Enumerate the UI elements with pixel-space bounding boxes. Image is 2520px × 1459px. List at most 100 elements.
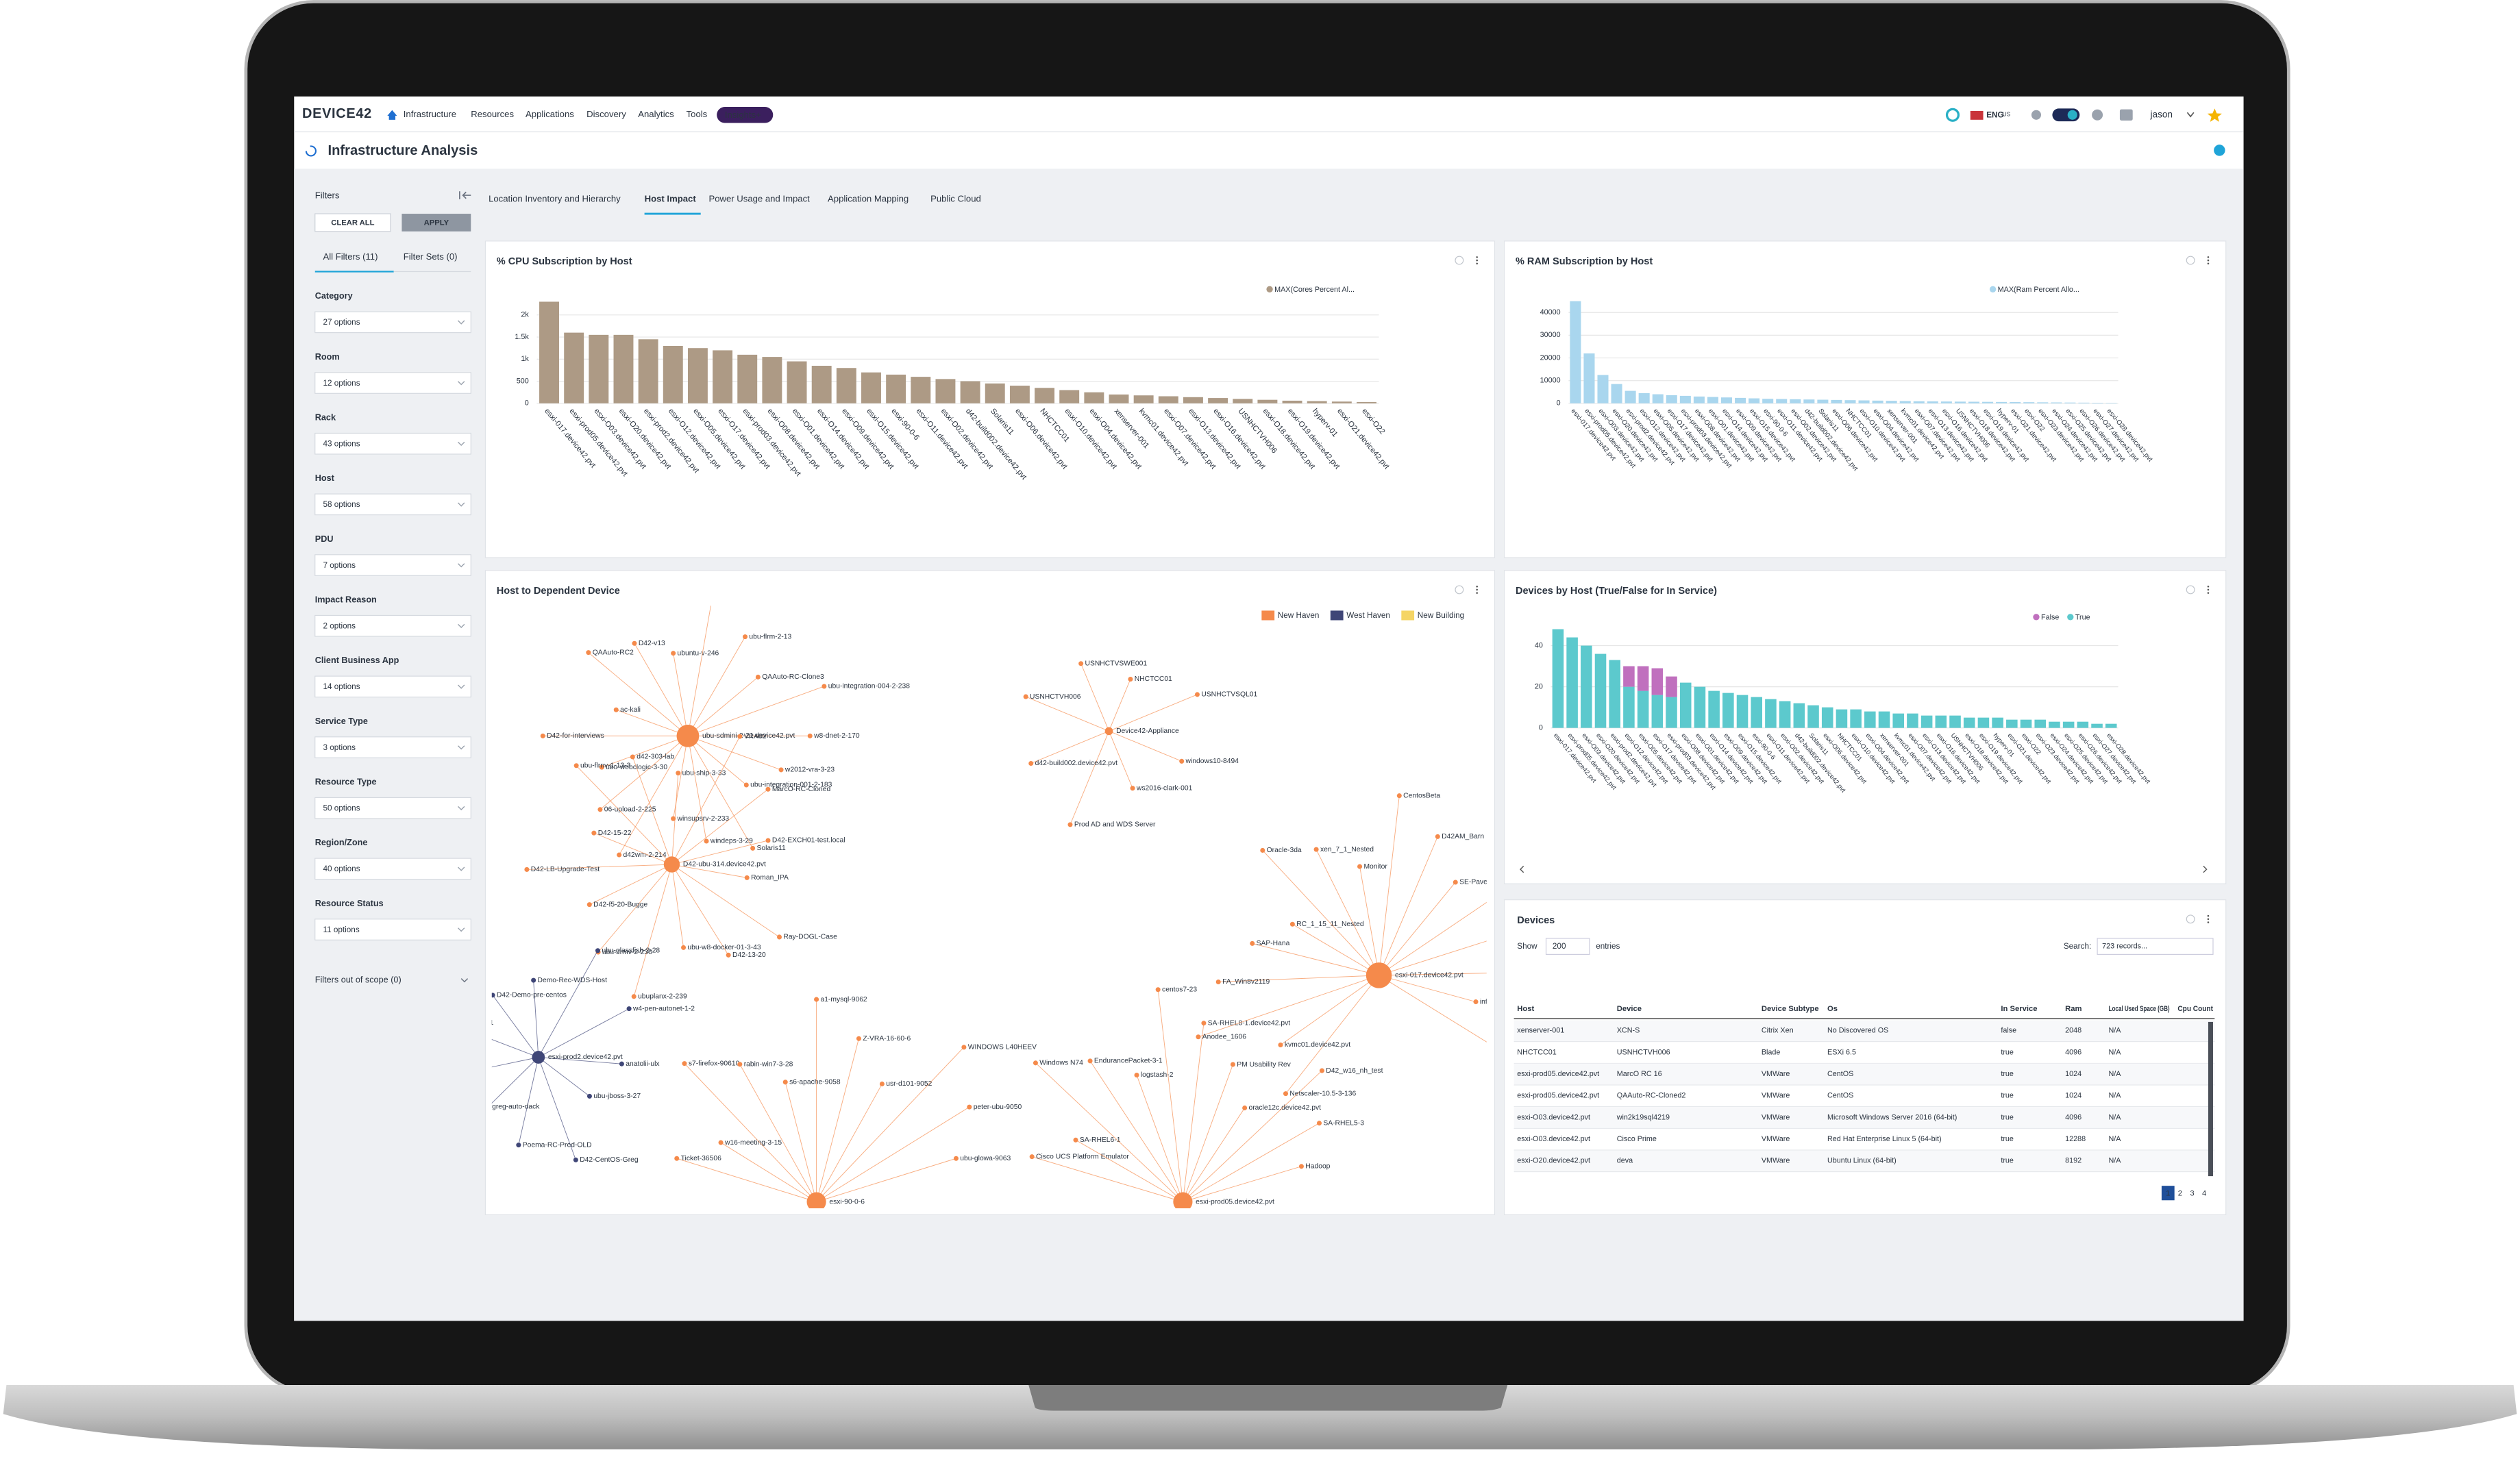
page-link[interactable]: 4	[2202, 1189, 2206, 1197]
graph-node[interactable]	[953, 1156, 959, 1161]
legend-label[interactable]: MAX(Cores Percent Al...	[1274, 286, 1355, 294]
graph-node[interactable]	[737, 1062, 743, 1067]
panel-menu-dot[interactable]	[1476, 259, 1478, 262]
nav-menu-item[interactable]: Applications	[526, 109, 574, 119]
graph-node[interactable]	[671, 651, 676, 656]
filter-select[interactable]	[314, 797, 471, 819]
graph-node[interactable]	[755, 674, 761, 679]
graph-hub[interactable]	[532, 1051, 545, 1064]
graph-node[interactable]	[619, 1061, 624, 1067]
filter-select[interactable]	[314, 372, 471, 394]
node-label[interactable]: D42AM_Barn	[1442, 833, 1484, 840]
graph-node[interactable]	[676, 771, 681, 776]
lang-label[interactable]: ENG	[1986, 111, 2003, 120]
node-label[interactable]: RC_1_15_11_Nested	[1296, 921, 1364, 928]
node-label[interactable]: D42-Demo-pre-centos	[497, 992, 567, 999]
node-label[interactable]: centos7-23	[1162, 986, 1197, 993]
node-label[interactable]: Oracle-3da	[1267, 847, 1302, 854]
graph-node[interactable]	[1278, 1043, 1283, 1048]
panel-menu-dot[interactable]	[1476, 262, 1478, 265]
graph-node[interactable]	[1201, 1021, 1207, 1026]
insights-pill[interactable]	[717, 107, 774, 123]
page-link[interactable]: 2	[2178, 1189, 2182, 1197]
graph-node[interactable]	[491, 993, 495, 998]
node-label[interactable]: D42-EXCH01-test.local	[772, 837, 845, 845]
column-header[interactable]: Device Subtype	[1762, 1005, 1819, 1013]
column-header[interactable]: Cpu Count	[2177, 1005, 2213, 1013]
node-label[interactable]: ubu-glowa-9063	[960, 1155, 1011, 1162]
node-label[interactable]: w4-pen-autonet-1-2	[632, 1005, 695, 1012]
hub-label[interactable]: esxi-prod2.device42.pvt	[548, 1053, 623, 1061]
node-label[interactable]: Windows N74	[1039, 1060, 1083, 1067]
nav-menu-item[interactable]: Analytics	[638, 109, 674, 119]
tab[interactable]: Location Inventory and Hierarchy	[489, 193, 621, 203]
graph-node[interactable]	[1073, 1137, 1078, 1143]
graph-hub[interactable]	[663, 856, 680, 873]
table-cell[interactable]: USNHCTVH006	[1617, 1048, 1670, 1056]
graph-node[interactable]	[1396, 793, 1402, 799]
filter-select[interactable]	[314, 675, 471, 698]
column-header[interactable]: Host	[1517, 1005, 1534, 1013]
node-label[interactable]: QAAuto-RC1	[452, 1019, 494, 1027]
graph-node[interactable]	[1435, 834, 1440, 839]
graph-node[interactable]	[1028, 760, 1034, 766]
entries-select[interactable]	[1545, 938, 1590, 955]
panel-filter-icon[interactable]	[2186, 585, 2195, 595]
page-link[interactable]: 3	[2190, 1189, 2194, 1197]
graph-hub[interactable]	[806, 1192, 826, 1212]
table-cell[interactable]: Cisco Prime	[1617, 1135, 1657, 1143]
node-label[interactable]: logstash-2	[1141, 1071, 1174, 1079]
nav-menu-item[interactable]: Discovery	[586, 109, 626, 119]
node-label[interactable]: w8-dnet-2-170	[813, 732, 860, 740]
graph-node[interactable]	[1473, 999, 1479, 1005]
node-label[interactable]: ubu-ship-3-33	[682, 769, 726, 777]
node-label[interactable]: ac-kali	[620, 706, 641, 714]
graph-node[interactable]	[1067, 822, 1073, 827]
node-label[interactable]: D42-for-interviews	[547, 732, 604, 740]
tab[interactable]: Application Mapping	[828, 193, 909, 203]
node-label[interactable]: usr-d101-9052	[886, 1080, 932, 1088]
node-label[interactable]: VRA02	[744, 733, 767, 740]
node-label[interactable]: ubu-integration-001-2-183	[750, 782, 832, 789]
tab[interactable]: Public Cloud	[930, 193, 981, 203]
hub-label[interactable]: ubu-sdmini-2-21.device42.pvt	[702, 732, 795, 740]
graph-node[interactable]	[531, 977, 536, 983]
hub-label[interactable]: esxi-017.device42.pvt	[1395, 972, 1463, 980]
node-label[interactable]: xen_7_1_Nested	[1320, 846, 1374, 853]
column-header[interactable]: In Service	[2001, 1005, 2037, 1013]
node-label[interactable]: MarcO-RC-Cloned	[772, 786, 831, 793]
node-label[interactable]: windows10-8494	[1185, 758, 1239, 765]
help-icon[interactable]	[2092, 109, 2103, 121]
filter-select[interactable]	[314, 554, 471, 576]
bell-icon[interactable]	[2031, 110, 2041, 120]
graph-node[interactable]	[814, 997, 819, 1002]
scroll-left[interactable]	[1520, 865, 1524, 873]
graph-node[interactable]	[737, 734, 743, 739]
graph-node[interactable]	[718, 1140, 724, 1145]
panel-menu-dot[interactable]	[2207, 921, 2210, 923]
hub-label[interactable]: esxi-prod05.device42.pvt	[1196, 1198, 1274, 1206]
table-cell[interactable]: MarcO RC 16	[1617, 1070, 1662, 1078]
graph-node[interactable]	[1155, 987, 1161, 993]
panel-filter-icon[interactable]	[1455, 585, 1464, 595]
column-header[interactable]: Device	[1617, 1005, 1642, 1013]
graph-node[interactable]	[671, 816, 676, 821]
graph-hub[interactable]	[1104, 727, 1113, 736]
legend-label[interactable]: West Haven	[1346, 611, 1390, 620]
node-label[interactable]: D42-v13	[639, 640, 665, 647]
panel-menu-dot[interactable]	[2207, 259, 2210, 262]
node-label[interactable]: greg-auto-dack	[492, 1103, 540, 1111]
panel-filter-icon[interactable]	[1455, 255, 1464, 265]
search-icon[interactable]	[1945, 108, 1960, 122]
node-label[interactable]: FA_Win8v2119	[1222, 978, 1270, 986]
node-label[interactable]: D42-f5-20-Bugge	[593, 901, 647, 908]
graph-node[interactable]	[879, 1081, 885, 1086]
graph-node[interactable]	[967, 1104, 972, 1110]
graph-node[interactable]	[1319, 1068, 1324, 1073]
graph-node[interactable]	[1230, 1062, 1235, 1067]
node-label[interactable]: w2012-vra-3-23	[785, 766, 835, 774]
node-label[interactable]: ubu-ifrmv-2-236	[602, 949, 652, 956]
graph-node[interactable]	[682, 1061, 687, 1067]
legend-label[interactable]: MAX(Ram Percent Allo...	[1998, 286, 2079, 294]
node-label[interactable]: SAP-Hana	[1257, 940, 1290, 947]
